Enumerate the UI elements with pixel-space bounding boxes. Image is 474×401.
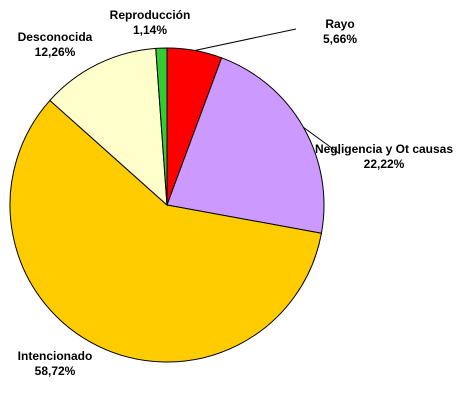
leader-line [303, 126, 341, 155]
leader-line [194, 28, 297, 51]
pie-slice [166, 57, 325, 234]
slice-label: Negligencia y Ot causas [315, 142, 453, 156]
slice-value-label: 22,22% [364, 157, 405, 171]
pie-slice [9, 99, 323, 363]
pie-slice [49, 47, 168, 207]
pie-slice [155, 47, 168, 206]
slice-value-label: 1,14% [133, 23, 167, 37]
slice-label: Reproducción [110, 8, 191, 22]
slice-label: Desconocida [18, 30, 93, 44]
slice-value-label: 58,72% [35, 364, 76, 378]
slice-value-label: 5,66% [323, 32, 357, 46]
slice-label: Rayo [325, 17, 354, 31]
slice-label: Intencionado [18, 349, 93, 363]
slice-value-label: 12,26% [35, 45, 76, 59]
